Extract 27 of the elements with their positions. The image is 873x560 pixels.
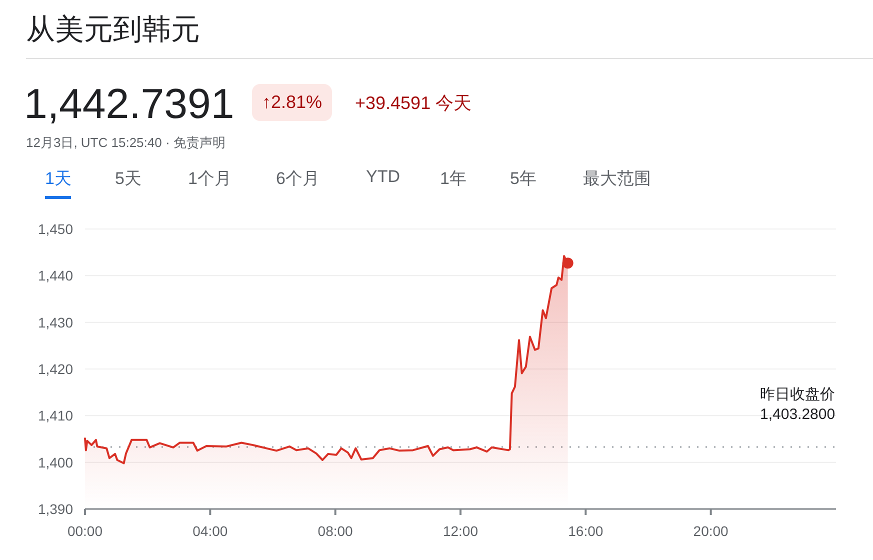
chart-title: 从美元到韩元 [26, 13, 200, 48]
text: 6个月 [276, 168, 320, 190]
y-tick-label: 1,420 [38, 361, 74, 377]
text: YTD [366, 167, 400, 187]
text: 5年 [510, 168, 536, 190]
text: +39.4591 今天 [355, 92, 472, 115]
x-tick-label: 12:00 [442, 523, 478, 539]
x-tick-label: 16:00 [568, 523, 604, 539]
text: 1年 [440, 168, 466, 190]
y-tick-label: 1,450 [38, 221, 74, 237]
text: 5天 [115, 168, 142, 190]
y-tick-label: 1,390 [38, 501, 74, 517]
y-tick-label: 1,440 [38, 268, 74, 284]
text: 1个月 [188, 168, 232, 190]
text: 12月3日, UTC 15:25:40 · 免责声明 [26, 134, 226, 152]
x-tick-label: 08:00 [318, 523, 354, 539]
x-tick-label: 20:00 [693, 523, 729, 539]
x-tick-label: 04:00 [192, 523, 228, 539]
y-tick-label: 1,410 [38, 408, 74, 424]
text: ↑2.81% [252, 84, 332, 121]
text: 1,442.7391 [24, 80, 234, 128]
y-tick-label: 1,400 [38, 454, 74, 470]
x-tick-label: 00:00 [67, 523, 103, 539]
text: 1天 [45, 167, 72, 199]
text: 最大范围 [583, 168, 651, 190]
y-tick-label: 1,430 [38, 314, 74, 330]
ref-line-label: 昨日收盘价 1,403.2800 [760, 385, 836, 426]
